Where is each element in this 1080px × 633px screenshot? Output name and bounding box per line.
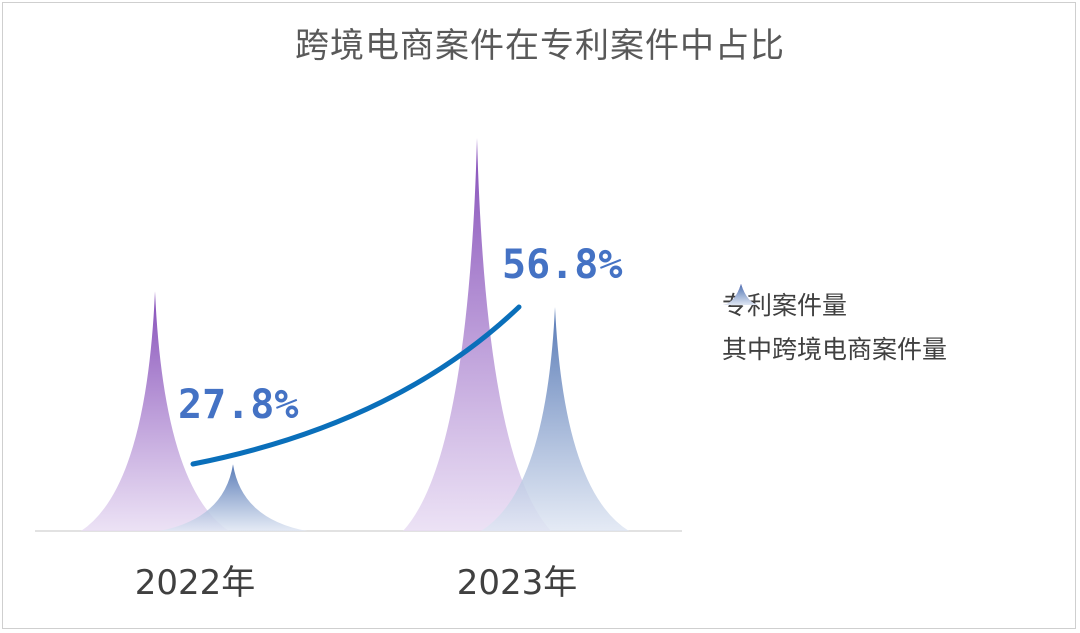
peak-crossborder-0 (159, 464, 307, 531)
peak-crossborder-1 (481, 306, 629, 531)
ratio-label-1: 56.8% (502, 242, 622, 288)
peak-patent-0 (81, 291, 229, 531)
x-tick-label-1: 2023年 (457, 563, 578, 603)
ratio-label-0: 27.8% (178, 382, 298, 428)
legend-swatch-crossborder (723, 284, 759, 305)
x-tick-label-0: 2022年 (135, 563, 256, 603)
ratio-trend-line (190, 304, 522, 467)
legend: 专利案件量 其中跨境电商案件量 (722, 282, 947, 370)
chart-title: 跨境电商案件在专利案件中占比 (295, 26, 785, 66)
peak-patent-1 (403, 138, 551, 531)
legend-item-crossborder: 其中跨境电商案件量 (722, 284, 948, 370)
legend-label-crossborder: 其中跨境电商案件量 (722, 335, 948, 364)
